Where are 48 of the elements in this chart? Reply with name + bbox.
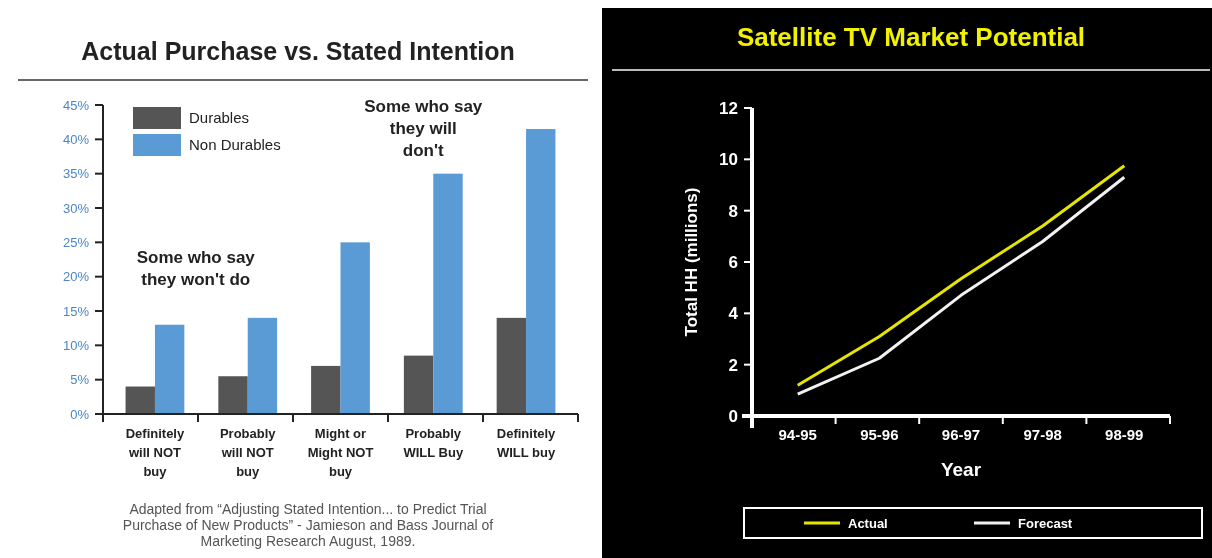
bar [247, 317, 278, 414]
bar [433, 173, 463, 414]
annotation: Some who say they won't do [136, 247, 256, 289]
bar [311, 365, 341, 414]
x-tick-label: Definitely will NOT buy [125, 426, 185, 479]
text: Adapted from “Adjusting Stated Intention... to Predict Trial Purchase of New Products” - Jamieson and Bass Journal of Marketing Research August, 1989. [122, 501, 494, 549]
y-tick-label: 8 [728, 201, 738, 221]
bar [125, 386, 155, 414]
legend-label: Forecast [1018, 515, 1073, 531]
chart-title: Actual Purchase vs. Stated Intention [81, 37, 515, 65]
y-tick-label: 35% [62, 166, 90, 182]
y-tick-label: 6 [728, 252, 738, 272]
bar [154, 324, 185, 414]
y-tick-label: 10% [62, 337, 90, 353]
x-tick-label: 96-97 [941, 426, 981, 443]
x-tick-label: 98-99 [1105, 426, 1144, 443]
bar [218, 376, 248, 414]
y-tick-label: 0 [728, 406, 738, 426]
legend-label: Actual [848, 515, 888, 531]
y-axis-title: Total HH (millions) [682, 187, 701, 337]
x-tick-label: 97-98 [1023, 426, 1062, 443]
chart-title: Satellite TV Market Potential [736, 22, 1086, 52]
y-tick-label: 25% [62, 234, 90, 250]
legend-label: Durables [189, 109, 250, 127]
y-tick-label: 30% [62, 200, 90, 216]
x-axis-title: Year [940, 459, 982, 480]
legend-label: Non Durables [189, 136, 281, 154]
y-tick-label: 20% [62, 269, 90, 285]
y-tick-label: 4 [728, 304, 739, 324]
bar [496, 317, 527, 414]
y-tick-label: 15% [62, 303, 90, 319]
y-tick-label: 10 [719, 150, 738, 170]
x-tick-label: Probably will NOT buy [219, 426, 277, 479]
bar [340, 242, 370, 414]
bar [526, 129, 556, 414]
annotation: Some who say they will don't [364, 96, 483, 160]
y-tick-label: 5% [70, 372, 90, 388]
x-tick-label: Might or Might NOT buy [307, 426, 374, 479]
x-tick-label: 95-96 [860, 426, 899, 443]
y-tick-label: 12 [719, 98, 738, 118]
y-tick-label: 40% [62, 131, 90, 147]
x-tick-label: Definitely WILL buy [496, 426, 557, 460]
y-tick-label: 2 [728, 355, 738, 375]
y-tick-label: 45% [62, 97, 90, 113]
y-tick-label: 0% [70, 406, 90, 422]
bar [403, 355, 434, 414]
x-tick-label: Probably WILL Buy [403, 426, 464, 460]
x-tick-label: 94-95 [778, 426, 817, 443]
